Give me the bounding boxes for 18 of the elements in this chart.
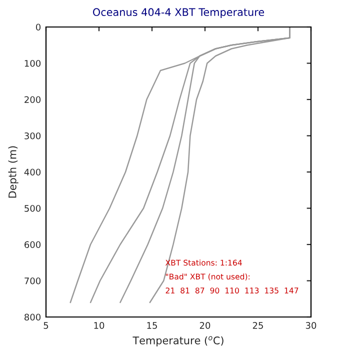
x-tick-label: 30 — [306, 322, 316, 329]
y-tick-label: 300 — [24, 132, 41, 140]
y-tick-label: 600 — [24, 241, 41, 248]
x-tick-label: 25 — [252, 322, 263, 329]
chart-title: Oceanus 404-4 XBT Temperature — [93, 8, 264, 18]
y-tick-label: 500 — [24, 204, 41, 212]
x-tick-label: 20 — [200, 322, 210, 329]
x-tick-label: 15 — [147, 322, 157, 329]
y-tick-label: 200 — [24, 96, 41, 104]
y-tick-label: 800 — [24, 314, 41, 321]
y-tick-label: 0 — [36, 24, 41, 31]
x-tick-label: 10 — [94, 322, 104, 329]
y-tick-label: 400 — [24, 168, 41, 176]
y-tick-label: 700 — [24, 277, 41, 284]
y-axis-title: Depth (m) — [8, 146, 18, 198]
y-tick-label: 100 — [24, 60, 41, 67]
x-tick-label: 5 — [44, 322, 48, 329]
x-axis-title: Temperature ($^{o}$C) — [132, 336, 224, 346]
